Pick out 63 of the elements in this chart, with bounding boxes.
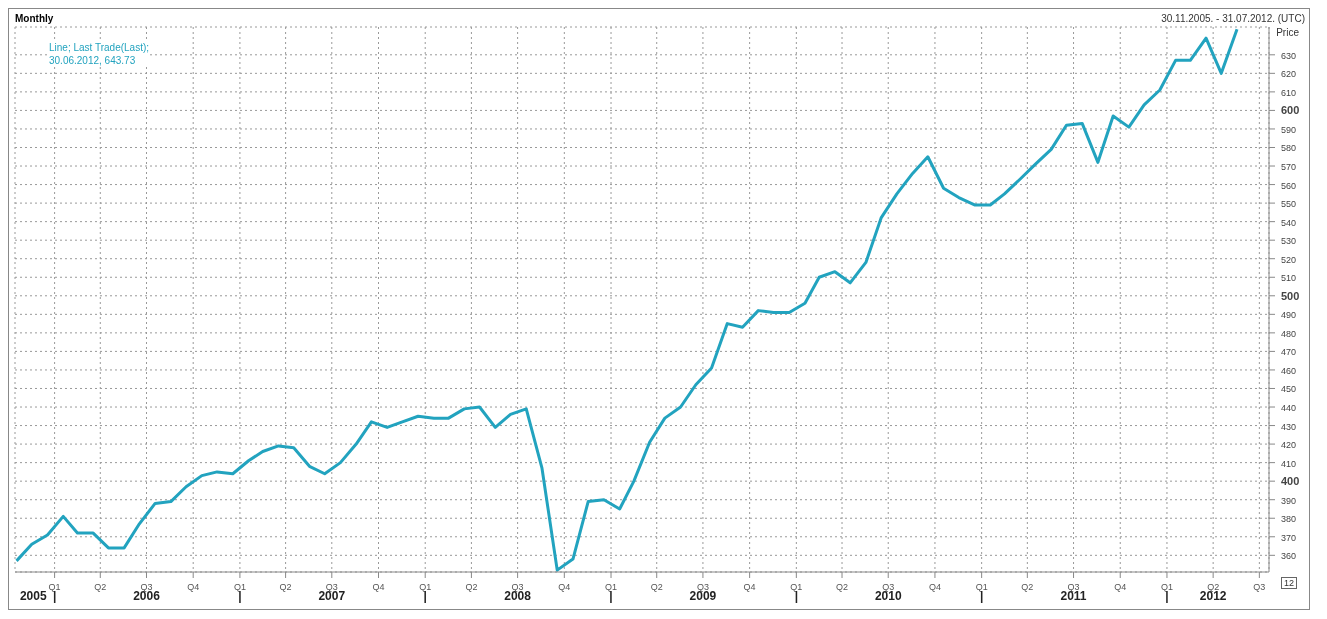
x-tick-label: Q1 (1160, 582, 1173, 592)
annotation: 30.06.2012, 643.73 (49, 54, 137, 67)
y-tick-label: 510 (1281, 273, 1297, 284)
y-tick-label: 390 (1281, 495, 1297, 506)
x-tick-label: Q2 (1021, 582, 1034, 592)
x-tick-label: Q2 (94, 582, 107, 592)
y-tick-label: 530 (1281, 236, 1297, 247)
x-tick-label: Q2 (836, 582, 849, 592)
y-tick-label: 540 (1281, 217, 1297, 228)
x-tick-label: Q1 (605, 582, 618, 592)
x-tick-label: Q3 (140, 582, 153, 592)
y-tick-label: 410 (1281, 458, 1297, 469)
x-tick-label: Q1 (975, 582, 988, 592)
y-tick-label: 380 (1281, 514, 1297, 525)
x-tick-label: Q2 (465, 582, 478, 592)
y-tick-label: 440 (1281, 403, 1297, 414)
y-tick-label: 490 (1281, 310, 1297, 321)
x-tick-label: Q4 (558, 582, 571, 592)
y-tick-label: 500 (1281, 289, 1300, 302)
y-tick-label: 400 (1281, 475, 1300, 488)
x-tick-label: Q2 (650, 582, 663, 592)
y-tick-label: 570 (1281, 162, 1297, 173)
line-series (15, 27, 1239, 572)
x-tick-label: Q4 (928, 582, 941, 592)
x-tick-label: Q1 (419, 582, 432, 592)
y-tick-label: 470 (1281, 347, 1297, 358)
chart-title: Monthly (15, 13, 54, 24)
x-tick-label: Q1 (48, 582, 61, 592)
x-tick-label: Q4 (372, 582, 385, 592)
x-tick-label: Q1 (790, 582, 803, 592)
x-tick-label: Q4 (743, 582, 756, 592)
y-tick-label: 600 (1281, 104, 1300, 117)
x-tick-label: Q3 (511, 582, 524, 592)
y-tick-label: 560 (1281, 180, 1297, 191)
y-tick-label: 420 (1281, 440, 1297, 451)
y-tick-label: 430 (1281, 421, 1297, 432)
y-tick-label: 580 (1281, 143, 1297, 154)
x-tick-label: Q3 (325, 582, 338, 592)
x-tick-label: Q4 (187, 582, 200, 592)
y-axis-title: Price (1276, 27, 1299, 38)
y-tick-label: 450 (1281, 384, 1297, 395)
x-tick-label: Q2 (1207, 582, 1220, 592)
x-tick-label: Q2 (279, 582, 292, 592)
x-tick-label: Q3 (882, 582, 895, 592)
y-tick-label: 630 (1281, 50, 1297, 61)
y-tick-label: 610 (1281, 87, 1297, 98)
text: 12 (1280, 577, 1297, 589)
y-tick-label: 590 (1281, 124, 1297, 135)
x-tick-label: Q3 (1067, 582, 1080, 592)
x-tick-label: Q4 (1114, 582, 1127, 592)
chart-subtitle: 30.11.2005. - 31.07.2012. (UTC) (1161, 13, 1305, 24)
x2-tick-label: 2005 (19, 589, 47, 603)
x-tick-label: Q1 (233, 582, 246, 592)
x-tick-label: Q3 (696, 582, 709, 592)
y-tick-label: 480 (1281, 328, 1297, 339)
y-tick-label: 460 (1281, 365, 1297, 376)
y-tick-label: 520 (1281, 254, 1297, 265)
y-tick-label: 370 (1281, 532, 1297, 543)
text: Line; Last Trade(Last); (49, 41, 150, 54)
y-tick-label: 620 (1281, 69, 1297, 80)
x-tick-label: Q3 (1253, 582, 1266, 592)
y-tick-label: 550 (1281, 199, 1297, 210)
y-tick-label: 360 (1281, 551, 1297, 562)
